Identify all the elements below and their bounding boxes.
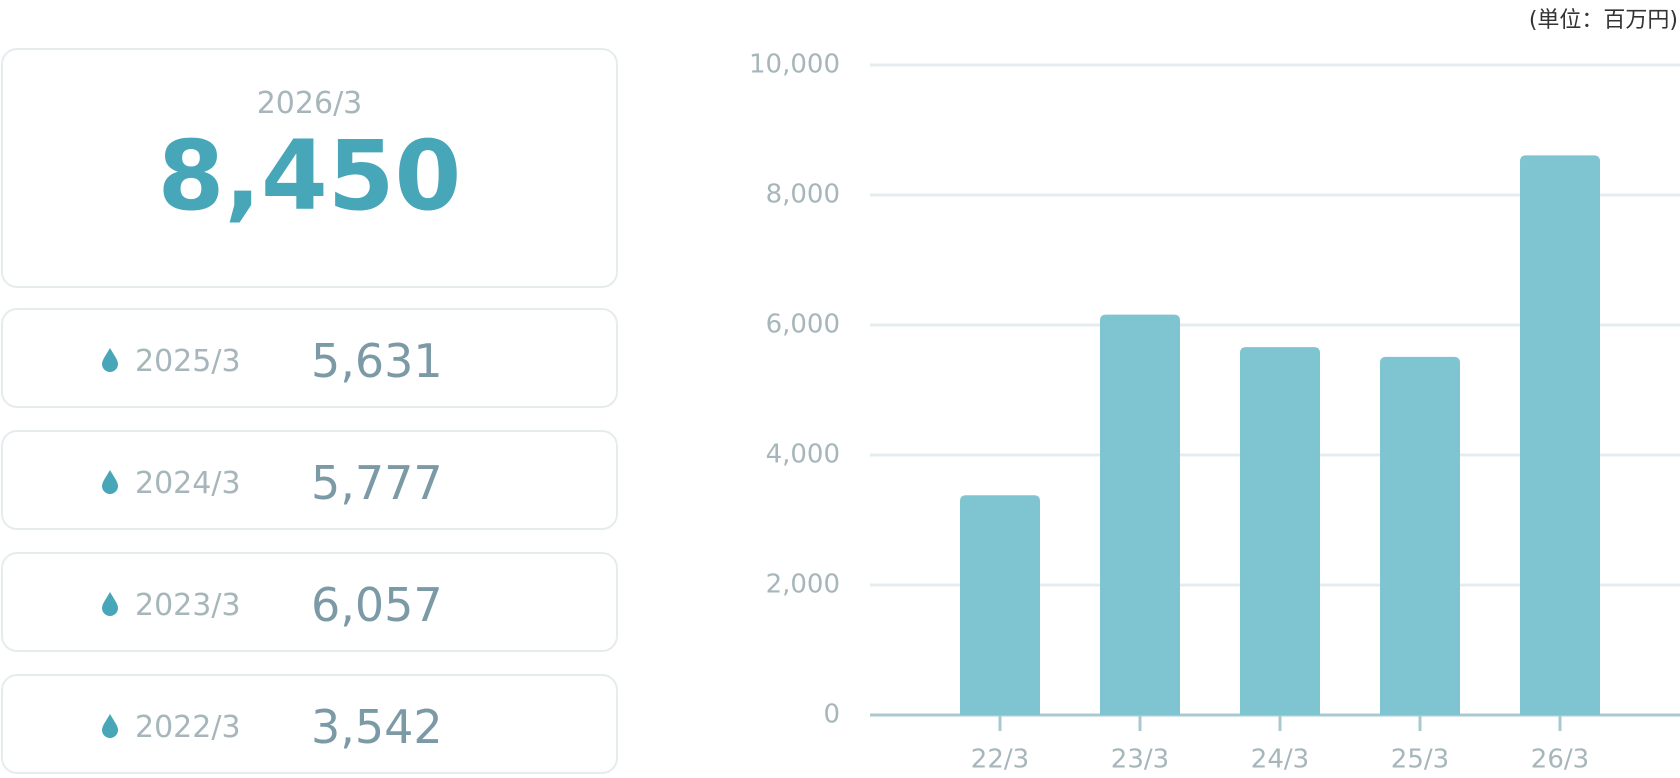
y-tick-label: 4,000: [766, 440, 840, 470]
bar: [1380, 356, 1460, 715]
period: 2024/3: [135, 466, 241, 501]
y-tick-label: 6,000: [766, 310, 840, 340]
x-tick-label: 26/3: [1531, 745, 1589, 775]
highlight-card: 2026/3 8,450: [1, 48, 618, 288]
y-tick-label: 0: [823, 700, 840, 730]
x-tick-label: 25/3: [1391, 745, 1449, 775]
drop-icon: [102, 592, 118, 616]
value: 5,631: [311, 334, 443, 388]
bar: [1100, 314, 1180, 715]
y-tick-label: 8,000: [766, 180, 840, 210]
period: 2025/3: [135, 344, 241, 379]
history-card: 2024/3 5,777: [1, 430, 618, 530]
bar: [960, 495, 1040, 715]
value: 8,450: [157, 120, 462, 232]
x-tick-label: 23/3: [1111, 745, 1169, 775]
value: 5,777: [311, 456, 443, 510]
drop-icon: [102, 714, 118, 738]
unit-label: (単位：百万円): [1528, 8, 1678, 33]
period: 2022/3: [135, 710, 241, 745]
period: 2026/3: [256, 86, 363, 121]
drop-icon: [102, 470, 118, 494]
x-tick-label: 24/3: [1251, 745, 1309, 775]
bar: [1520, 155, 1600, 716]
value: 6,057: [311, 578, 443, 632]
y-tick-label: 2,000: [766, 570, 840, 600]
drop-icon: [102, 348, 118, 372]
history-card: 2025/3 5,631: [1, 308, 618, 408]
value: 3,542: [311, 700, 443, 754]
history-card: 2023/3 6,057: [1, 552, 618, 652]
history-card: 2022/3 3,542: [1, 674, 618, 774]
x-tick-label: 22/3: [971, 745, 1029, 775]
period: 2023/3: [135, 588, 241, 623]
bar: [1240, 347, 1320, 715]
y-tick-label: 10,000: [749, 50, 840, 80]
